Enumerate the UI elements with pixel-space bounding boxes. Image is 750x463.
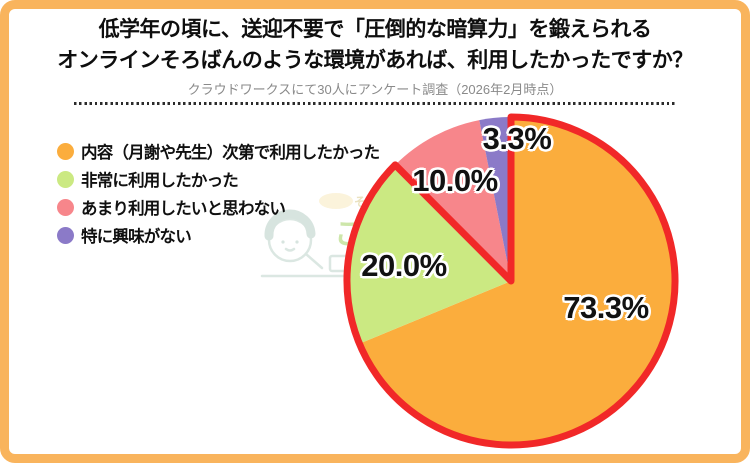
header: 低学年の頃に、送迎不要で「圧倒的な暗算力」を鍛えられる オンラインそろばんのよう… [0, 14, 750, 98]
pie-slice-1 [347, 164, 511, 344]
pie-chart [343, 113, 679, 449]
legend-dot-icon [57, 142, 74, 160]
title-line-2: オンラインそろばんのような環境があれば、利用したかったですか？ [57, 49, 693, 72]
survey-subtitle: クラウドワークスにて30人にアンケート調査（2026年2月時点） [187, 82, 563, 97]
legend-item-2: あまり利用したいと思わない [57, 193, 379, 221]
legend-dot-icon [57, 170, 74, 188]
pie-slice-3 [479, 117, 511, 281]
dotted-separator [74, 102, 677, 105]
legend-label: 非常に利用したかった [81, 172, 239, 190]
highlight-outline [343, 113, 679, 449]
slice-value-label-1: 20.0% [361, 248, 447, 283]
slice-value-label-2: 10.0% [412, 163, 498, 198]
legend-dot-icon [57, 198, 74, 216]
title-line-1: 低学年の頃に、送迎不要で「圧倒的な暗算力」を鍛えられる [98, 18, 652, 41]
legend-label: 特に興味がない [81, 228, 192, 246]
legend-dot-icon [57, 226, 74, 244]
pie-slice-0 [359, 117, 675, 445]
pie-slice-2 [395, 120, 511, 281]
legend-label: 内容（月謝や先生）次第で利用したかった [81, 144, 380, 162]
legend-item-3: 特に興味がない [57, 221, 379, 249]
legend: 内容（月謝や先生）次第で利用したかった 非常に利用したかった あまり利用したいと… [57, 137, 380, 249]
slice-value-label-0: 73.3% [563, 290, 649, 325]
legend-item-1: 非常に利用したかった [57, 165, 379, 193]
legend-item-0: 内容（月謝や先生）次第で利用したかった [57, 137, 380, 165]
legend-label: あまり利用したいと思わない [81, 200, 286, 218]
slice-value-label-3: 3.3% [482, 121, 552, 156]
